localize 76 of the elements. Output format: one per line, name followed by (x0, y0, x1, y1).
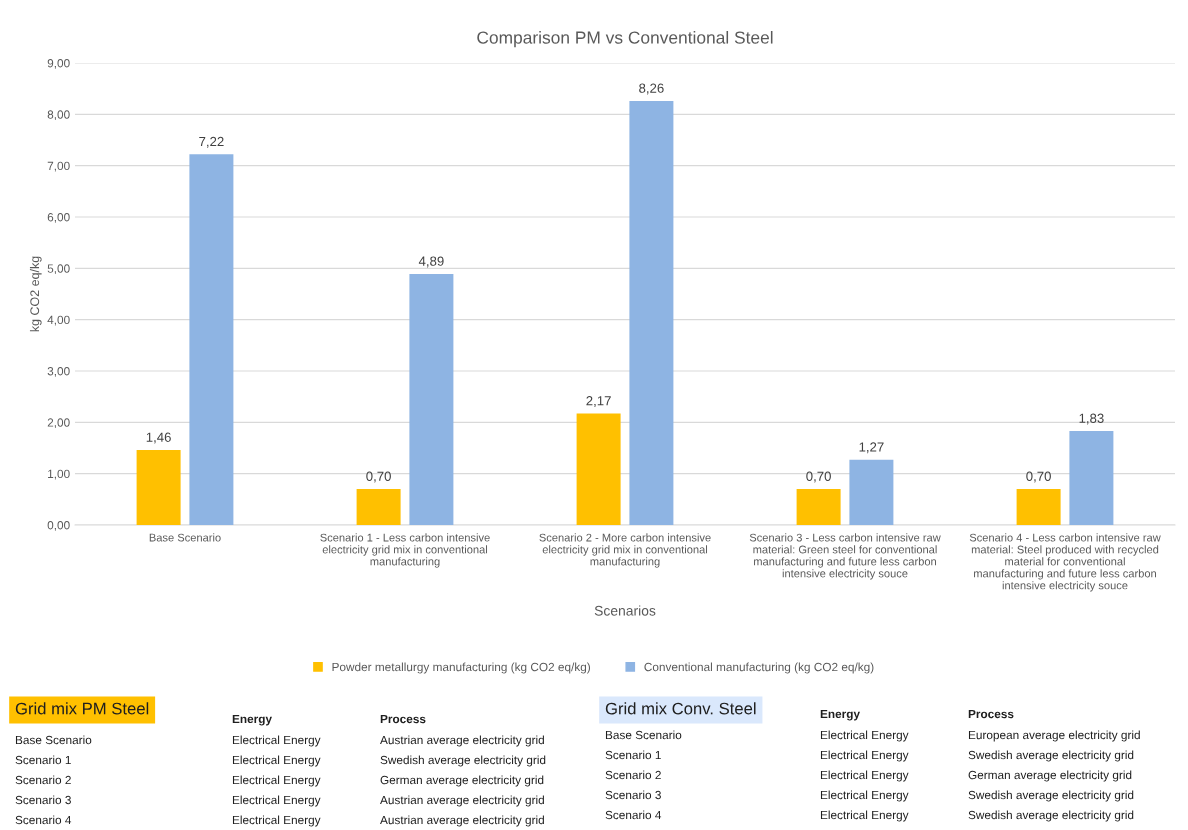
text: Process (380, 714, 426, 724)
bar (849, 459, 894, 525)
data-label: 8,26 (639, 83, 664, 95)
x-tick-label: Scenario 4 - Less carbon intensive raw material: Steel produced with recycled material for conventional manufacturing and future less carbon intensive electricity souce (969, 533, 1161, 592)
chart-title: Comparison PM vs Conventional Steel (477, 30, 773, 48)
text: Electrical Energy (232, 775, 321, 787)
y-tick-label: 7,00 (47, 161, 70, 172)
text: Electrical Energy (232, 795, 321, 807)
x-tick-label: Base Scenario (149, 533, 221, 542)
text: Electrical Energy (232, 735, 321, 747)
legend-label: Powder metallurgy manufacturing (kg CO2 eq/kg) (332, 662, 590, 674)
text: Scenario 1 (605, 750, 661, 760)
text: Swedish average electricity grid (968, 750, 1134, 762)
y-tick-label: 9,00 (47, 59, 70, 69)
y-axis-title: kg CO2 eq/kg (29, 256, 42, 332)
text: Electrical Energy (820, 750, 909, 762)
bar (189, 154, 234, 525)
text: Austrian average electricity grid (380, 815, 544, 827)
text: Energy (820, 709, 860, 721)
x-tick-label: Scenario 1 - Less carbon intensive electricity grid mix in conventional manufacturing (320, 533, 490, 568)
text: Grid mix Conv. Steel (605, 702, 756, 715)
text: Scenario 1 (15, 755, 71, 765)
y-tick-label: 2,00 (47, 418, 70, 429)
bar (1069, 431, 1114, 525)
y-tick-label: 0,00 (47, 521, 70, 531)
bar (576, 413, 621, 525)
bar (409, 273, 454, 525)
text: Electrical Energy (820, 790, 909, 802)
bar (356, 489, 401, 525)
data-label: 1,46 (146, 432, 171, 444)
y-tick-label: 3,00 (47, 367, 70, 377)
bar (136, 450, 181, 525)
text: Scenario 2 (605, 770, 661, 780)
text: Austrian average electricity grid (380, 735, 544, 747)
data-label: 0,70 (806, 471, 831, 483)
y-tick-label: 1,00 (48, 469, 70, 480)
data-label: 2,17 (586, 396, 611, 407)
text: Swedish average electricity grid (968, 790, 1134, 802)
y-tick-label: 8,00 (47, 110, 70, 121)
bar (1016, 489, 1061, 525)
text: Swedish average electricity grid (380, 755, 546, 767)
text: Process (968, 709, 1014, 719)
x-axis-title: Scenarios (594, 605, 656, 616)
text: Swedish average electricity grid (968, 810, 1134, 822)
data-label: 0,70 (366, 471, 391, 483)
text: Electrical Energy (820, 730, 909, 742)
y-tick-label: 6,00 (47, 213, 70, 223)
data-label: 7,22 (199, 136, 224, 148)
data-label: 0,70 (1026, 471, 1051, 483)
text: Scenario 4 (15, 815, 72, 825)
bar (629, 100, 674, 525)
text: Scenario 3 (15, 795, 71, 805)
legend-label: Conventional manufacturing (kg CO2 eq/kg) (644, 662, 874, 674)
text: Electrical Energy (232, 815, 321, 827)
text: Electrical Energy (820, 810, 909, 822)
text: Energy (232, 714, 272, 726)
text: Electrical Energy (232, 755, 321, 767)
text: German average electricity grid (380, 775, 544, 787)
text: Scenario 4 (605, 810, 662, 820)
bar (796, 489, 841, 525)
text: Grid mix PM Steel (15, 702, 149, 715)
text: Base Scenario (605, 730, 682, 740)
y-tick-label: 5,00 (47, 264, 70, 275)
text: European average electricity grid (968, 730, 1140, 742)
data-label: 1,83 (1079, 413, 1104, 425)
text: Scenario 3 (605, 790, 661, 800)
text: Scenario 2 (15, 775, 71, 785)
data-label: 4,89 (418, 256, 444, 268)
text: German average electricity grid (968, 770, 1132, 782)
text: Electrical Energy (820, 770, 909, 782)
text: Austrian average electricity grid (380, 795, 544, 807)
text: Base Scenario (15, 735, 92, 745)
y-tick-label: 4,00 (47, 315, 70, 326)
x-tick-label: Scenario 2 - More carbon intensive electricity grid mix in conventional manufacturing (539, 533, 711, 568)
x-tick-label: Scenario 3 - Less carbon intensive raw material: Green steel for conventional manufacturing and future less carbon intensive electricity souce (749, 533, 941, 580)
data-label: 1,27 (859, 442, 884, 454)
